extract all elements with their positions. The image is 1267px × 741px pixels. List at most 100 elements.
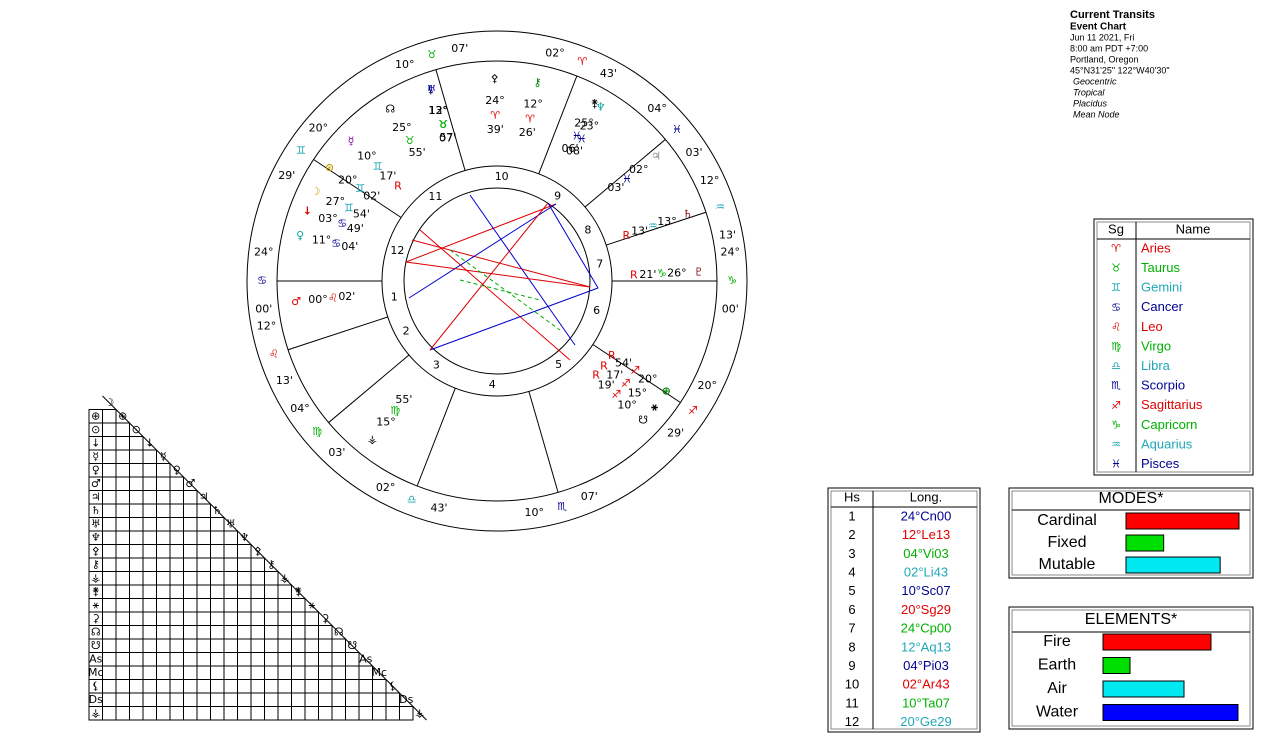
grid-cell	[304, 652, 319, 667]
house-number: 1	[848, 508, 855, 523]
planet-sign: ♌	[328, 291, 338, 304]
planet-minute: 21'	[639, 268, 656, 281]
grid-cell	[291, 611, 306, 626]
grid-cell	[304, 665, 319, 680]
grid-cell	[102, 503, 117, 518]
aspect-line	[405, 203, 557, 263]
grid-cell	[102, 665, 117, 680]
box-frame	[1011, 490, 1251, 576]
grid-cell	[210, 625, 225, 640]
grid-cell	[156, 476, 171, 491]
table-frame	[827, 487, 981, 733]
house-label: 7	[596, 258, 603, 271]
sign-glyph: ♉	[1111, 262, 1121, 275]
grid-cell	[102, 490, 117, 505]
cusp-minute: 03'	[685, 146, 702, 159]
house-longitude: 02°Li43	[904, 565, 948, 580]
grid-cell	[291, 652, 306, 667]
grid-cell	[277, 692, 292, 707]
planet-sign: ♉	[405, 134, 415, 147]
planet-sign: ♐	[611, 388, 621, 401]
grid-cell	[196, 625, 211, 640]
planet-minute: 55'	[409, 146, 426, 159]
grid-cell	[223, 598, 238, 613]
sign-glyph: ♒	[1111, 438, 1121, 451]
sign-name: Leo	[1141, 319, 1163, 334]
planet-degree: 26°	[667, 267, 687, 280]
cusp-sign: ♊	[296, 144, 306, 157]
grid-cell	[277, 611, 292, 626]
grid-cell	[304, 679, 319, 694]
bar	[1102, 657, 1131, 674]
sign-name: Aries	[1141, 240, 1171, 255]
house-longitude: 10°Sc07	[901, 583, 950, 598]
grid-cell	[304, 706, 319, 721]
grid-cell	[291, 706, 306, 721]
grid-cell	[115, 463, 130, 478]
grid-cell	[183, 503, 198, 518]
planet-sign: ♈	[525, 112, 535, 125]
planet-glyph: ♄	[683, 208, 693, 221]
grid-cell	[399, 706, 414, 721]
grid-cell	[210, 571, 225, 586]
grid-cell	[115, 503, 130, 518]
cusp-sign: ♓	[672, 123, 682, 136]
grid-cell	[102, 422, 117, 437]
grid-cell	[358, 679, 373, 694]
grid-cell	[102, 692, 117, 707]
grid-cell	[318, 625, 333, 640]
grid-cell	[156, 665, 171, 680]
grid-cell	[129, 544, 144, 559]
grid-cell	[169, 665, 184, 680]
grid-cell	[102, 571, 117, 586]
house-number: 11	[845, 695, 859, 710]
grid-cell	[277, 706, 292, 721]
house-longitude: 20°Ge29	[900, 714, 951, 729]
retrograde: R	[608, 349, 616, 362]
column-header: Hs	[844, 489, 860, 504]
grid-cell	[196, 530, 211, 545]
grid-row-label: ☋	[91, 639, 101, 652]
cusp-minute: 43'	[600, 67, 617, 80]
planet-minute: 08'	[566, 144, 583, 157]
grid-cell	[291, 625, 306, 640]
planet-minute: 17'	[606, 368, 623, 381]
grid-cell	[156, 692, 171, 707]
grid-cell	[169, 692, 184, 707]
grid-cell	[129, 652, 144, 667]
cusp-degree: 02°	[545, 46, 565, 59]
grid-cell	[237, 706, 252, 721]
grid-cell	[142, 490, 157, 505]
grid-cell	[264, 638, 279, 653]
bar-label: Air	[1047, 680, 1067, 697]
planet-glyph: ⚴	[491, 72, 499, 85]
grid-cell	[223, 652, 238, 667]
grid-cell	[196, 652, 211, 667]
grid-cell	[156, 706, 171, 721]
planet-minute: 17'	[379, 170, 396, 183]
aspect-line	[411, 239, 591, 288]
grid-cell	[318, 638, 333, 653]
grid-cell	[169, 598, 184, 613]
planet-glyph: ♆	[596, 101, 606, 114]
cusp-minute: 29'	[278, 169, 295, 182]
cusp-degree: 24°	[254, 245, 274, 258]
aspect-line	[405, 261, 591, 288]
planet-glyph: ♂	[291, 295, 301, 308]
grid-cell	[183, 638, 198, 653]
grid-cell	[372, 706, 387, 721]
grid-cell	[142, 449, 157, 464]
cusp-degree: 20°	[309, 121, 329, 134]
planet-sign: ♐	[630, 364, 640, 377]
planet-minute: 54'	[615, 356, 632, 369]
grid-cell	[129, 692, 144, 707]
planet-degree: 10°	[617, 398, 637, 411]
house-label: 1	[391, 290, 398, 303]
grid-cell	[156, 530, 171, 545]
grid-cell	[102, 598, 117, 613]
bar	[1102, 704, 1239, 721]
planet-glyph: ⚵	[591, 97, 599, 110]
box-title: MODES*	[1099, 490, 1164, 507]
grid-cell	[129, 490, 144, 505]
grid-cell	[250, 584, 265, 599]
